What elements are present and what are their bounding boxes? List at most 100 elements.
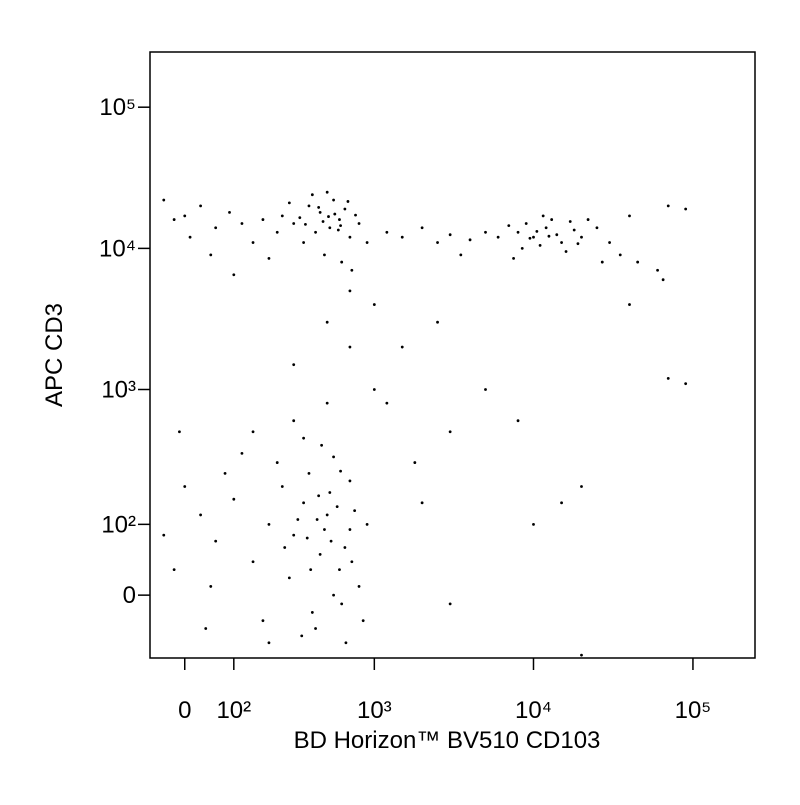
event-dot <box>307 472 311 475</box>
event-dot <box>314 627 317 630</box>
event-dot <box>344 641 348 645</box>
event-dot <box>172 568 176 572</box>
event-dot <box>317 494 321 498</box>
event-dot <box>251 560 255 564</box>
event-dot <box>267 641 271 645</box>
event-dot <box>251 241 255 244</box>
event-dot <box>350 560 354 564</box>
event-dot <box>328 226 332 230</box>
event-dot <box>325 320 329 324</box>
event-dot <box>314 230 317 234</box>
event-dot <box>228 210 231 214</box>
event-dot <box>261 619 265 623</box>
event-dot <box>275 461 279 464</box>
event-dot <box>292 363 296 367</box>
event-dot <box>568 220 572 223</box>
event-dot <box>684 382 688 386</box>
event-dot <box>287 576 291 580</box>
event-dot <box>307 204 311 208</box>
event-dot <box>162 198 166 202</box>
event-dot <box>327 215 330 218</box>
event-dot <box>346 200 350 203</box>
event-dot <box>332 455 335 459</box>
event-dot <box>484 230 487 234</box>
event-dot <box>178 430 181 434</box>
event-dot <box>315 518 319 521</box>
event-dot <box>348 235 352 239</box>
event-dot <box>328 491 332 494</box>
event-dot <box>183 214 187 218</box>
event-dot <box>595 226 599 230</box>
event-dot <box>656 268 659 272</box>
event-dot <box>296 518 300 521</box>
event-dot <box>365 522 369 526</box>
event-dot <box>528 236 532 240</box>
x-axis-title: BD Horizon™ BV510 CD103 <box>294 727 601 754</box>
event-dot <box>332 593 335 597</box>
event-dot <box>372 303 376 306</box>
event-dot <box>332 198 335 202</box>
event-dot <box>618 253 622 257</box>
x-tick-label: 0 <box>178 697 191 724</box>
event-dot <box>223 472 227 475</box>
event-dot <box>343 207 347 211</box>
event-dot <box>267 522 271 526</box>
event-dot <box>448 602 452 606</box>
y-tick-label: 10⁵ <box>99 94 136 121</box>
event-dot <box>507 224 511 228</box>
y-tick-label: 10³ <box>101 377 136 404</box>
event-dot <box>560 241 563 244</box>
event-dot <box>267 256 271 260</box>
event-dot <box>280 214 284 218</box>
event-dot <box>188 235 192 239</box>
event-dot <box>199 204 202 208</box>
event-dot <box>304 222 307 226</box>
event-dot <box>318 553 322 556</box>
event-dot <box>350 268 354 272</box>
event-dot <box>365 241 369 244</box>
event-dot <box>385 230 389 234</box>
event-dot <box>204 627 208 630</box>
event-dot <box>400 345 404 349</box>
event-dot <box>572 228 576 232</box>
event-dot <box>325 401 329 405</box>
event-dot <box>608 241 611 244</box>
event-dot <box>240 222 244 225</box>
event-dot <box>555 233 559 237</box>
event-dot <box>214 226 218 230</box>
event-dot <box>547 234 551 238</box>
event-dot <box>560 501 563 505</box>
event-dot <box>372 388 376 391</box>
event-dot <box>292 222 296 225</box>
event-dot <box>628 214 631 218</box>
event-dot <box>335 505 339 509</box>
event-dot <box>361 619 365 623</box>
event-dot <box>172 218 176 221</box>
event-dot <box>684 207 688 211</box>
event-dot <box>298 216 302 220</box>
event-dot <box>287 201 291 205</box>
x-tick-label: 10⁴ <box>515 697 552 724</box>
event-dot <box>348 345 352 349</box>
x-tick-label: 10² <box>216 697 251 724</box>
event-dot <box>162 533 166 537</box>
event-dot <box>564 250 568 253</box>
event-dot <box>348 289 352 293</box>
event-dot <box>524 222 528 225</box>
event-dot <box>323 528 326 531</box>
event-dot <box>338 218 341 221</box>
event-dot <box>338 568 341 572</box>
event-dot <box>292 533 296 537</box>
y-tick-label: 10² <box>101 511 136 538</box>
event-dot <box>532 522 535 526</box>
y-axis-title: APC CD3 <box>41 303 68 407</box>
event-dot <box>329 539 333 543</box>
event-dot <box>484 388 487 391</box>
event-dot <box>586 218 590 221</box>
event-dot <box>232 497 236 501</box>
event-dot <box>343 546 347 549</box>
event-dot <box>320 443 324 447</box>
event-dot <box>340 602 344 606</box>
event-dot <box>323 253 326 257</box>
